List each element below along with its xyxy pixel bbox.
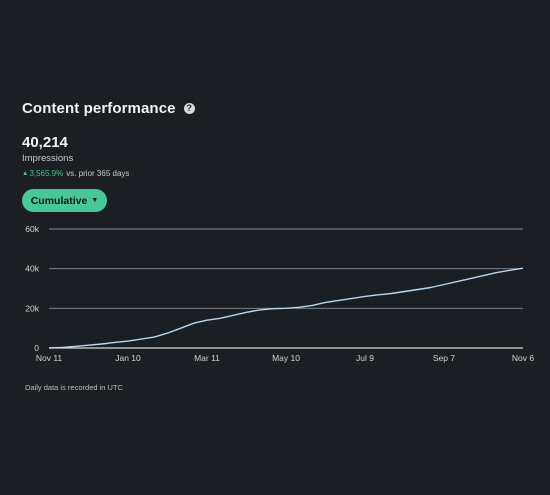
trend-up-icon: ▲: [22, 170, 29, 177]
impressions-series-line: [48, 267, 524, 349]
x-tick-label: Nov 6: [512, 353, 534, 363]
x-tick-label: May 10: [272, 353, 300, 363]
y-tick-label: 20k: [25, 303, 39, 313]
cumulative-dropdown-button[interactable]: Cumulative ▼: [22, 189, 107, 212]
change-suffix: vs. prior 365 days: [66, 169, 130, 178]
x-tick-label: Jan 10: [115, 353, 141, 363]
caret-down-icon: ▼: [91, 197, 99, 204]
x-tick-label: Jul 9: [356, 353, 374, 363]
y-axis-ticks: 0 20k 40k 60k: [25, 224, 39, 353]
change-row: ▲ 3,565.9% vs. prior 365 days: [22, 169, 129, 178]
grid-layer: [49, 228, 523, 349]
x-tick-label: Nov 11: [36, 353, 63, 363]
title-row: Content performance ?: [22, 100, 195, 117]
y-tick-label: 60k: [25, 224, 39, 234]
y-tick-label: 0: [34, 343, 39, 353]
change-percent: 3,565.9%: [29, 169, 64, 178]
impressions-label: Impressions: [22, 153, 74, 164]
help-icon[interactable]: ?: [183, 103, 195, 114]
footnote: Daily data is recorded in UTC: [25, 383, 123, 392]
card-title: Content performance: [22, 100, 176, 117]
x-axis-ticks: Nov 11 Jan 10 Mar 11 May 10 Jul 9 Sep 7 Nov 6: [36, 353, 535, 363]
x-tick-label: Mar 11: [194, 353, 220, 363]
x-tick-label: Sep 7: [433, 353, 455, 363]
series-layer: [48, 267, 524, 349]
impressions-value: 40,214: [22, 134, 68, 151]
impressions-line-chart: 0 20k 40k 60k Nov 11 Jan 10 Mar 11 May 10 Jul 9…: [25, 224, 535, 363]
dropdown-label: Cumulative: [30, 194, 88, 207]
y-tick-label: 40k: [25, 264, 39, 274]
